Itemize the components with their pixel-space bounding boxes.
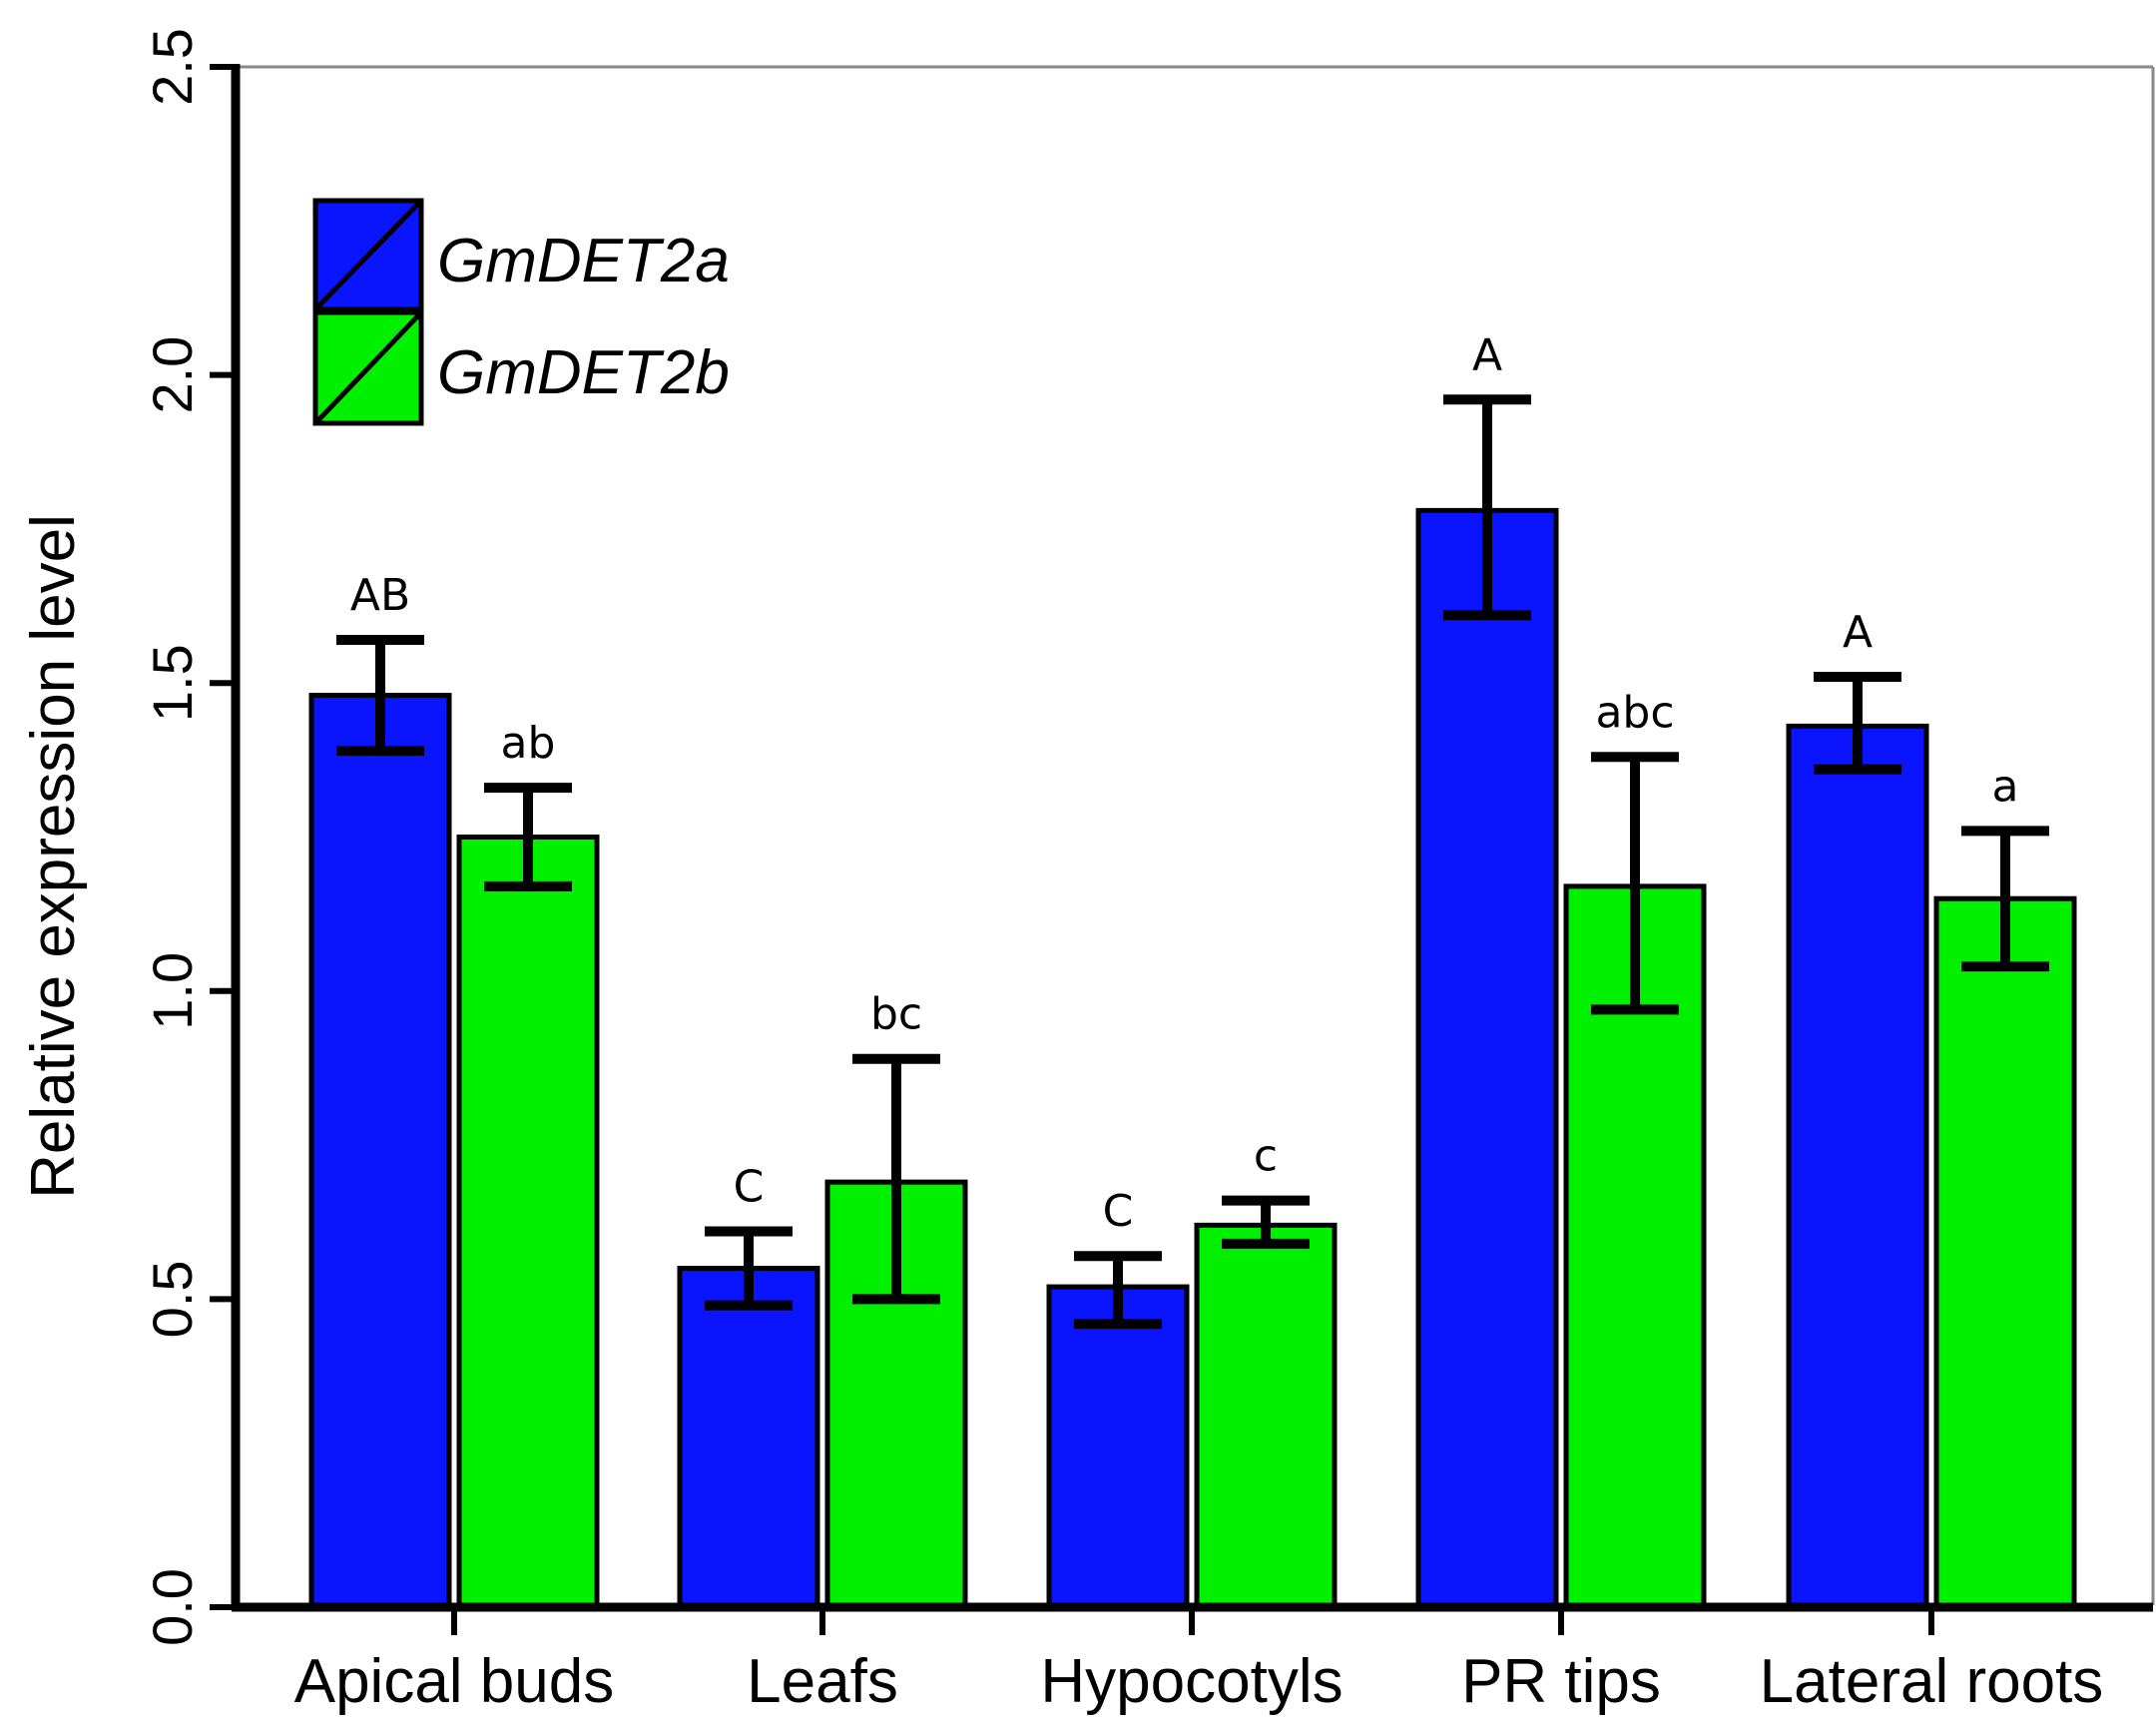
bar-gmdet2b-apical-buds [456,835,600,1610]
x-tick-label-pr-tips: PR tips [1461,1647,1661,1716]
legend-label-gmdet2a: GmDET2a [437,227,730,295]
significance-label-gmdet2a-hypocotyls: C [1103,1186,1134,1237]
bar-gmdet2a-lateral-roots [1786,723,1929,1610]
significance-label-gmdet2a-apical-buds: AB [350,570,410,621]
legend-item-gmdet2b: GmDET2b [312,309,730,426]
x-axis-ticks: Apical buds Leafs Hypocotyls PR tips Lateral… [294,1607,2104,1716]
y-tick-label: 0.5 [141,1260,204,1338]
y-tick-label: 1.5 [141,644,204,722]
bar-gmdet2b-lateral-roots [1933,895,2077,1610]
legend: GmDET2a GmDET2b [312,198,730,426]
significance-labels-layer: AB C C A Aab bc c abc a [350,329,2019,1237]
error-bars-layer [336,394,2049,1330]
significance-label-gmdet2b-leafs: bc [870,989,922,1040]
legend-item-gmdet2a: GmDET2a [312,198,730,312]
significance-label-gmdet2b-lateral-roots: a [1992,761,2019,812]
bar-gmdet2a-leafs [677,1266,820,1610]
significance-label-gmdet2b-hypocotyls: c [1254,1131,1278,1182]
x-tick-label-apical-buds: Apical buds [294,1647,615,1716]
legend-swatch-diagonal [313,199,423,311]
y-axis-label: Relative expression level [19,514,88,1199]
significance-label-gmdet2a-leafs: C [734,1162,765,1213]
y-tick-label: 0.0 [141,1568,204,1646]
legend-swatch-diagonal [313,310,423,425]
y-tick-label: 1.0 [141,952,204,1030]
y-axis-ticks: 0.0 0.5 1.0 1.5 2.0 2.5 [141,28,236,1646]
bar-gmdet2a-pr-tips [1415,507,1559,1610]
x-tick-label-lateral-roots: Lateral roots [1760,1647,2104,1716]
significance-label-gmdet2a-pr-tips: A [1472,329,1502,380]
significance-label-gmdet2a-lateral-roots: A [1843,607,1873,658]
significance-label-gmdet2b-apical-buds: ab [501,718,556,769]
bar-gmdet2a-apical-buds [308,693,452,1610]
x-tick-label-leafs: Leafs [747,1647,898,1716]
y-tick-label: 2.5 [141,28,204,106]
x-tick-label-hypocotyls: Hypocotyls [1040,1647,1343,1716]
bars-layer [308,507,2077,1610]
bar-gmdet2b-hypocotyls [1194,1222,1338,1610]
legend-label-gmdet2b: GmDET2b [437,338,730,407]
bar-gmdet2a-hypocotyls [1046,1284,1190,1610]
y-tick-label: 2.0 [141,336,204,414]
significance-label-gmdet2b-pr-tips: abc [1595,687,1674,738]
